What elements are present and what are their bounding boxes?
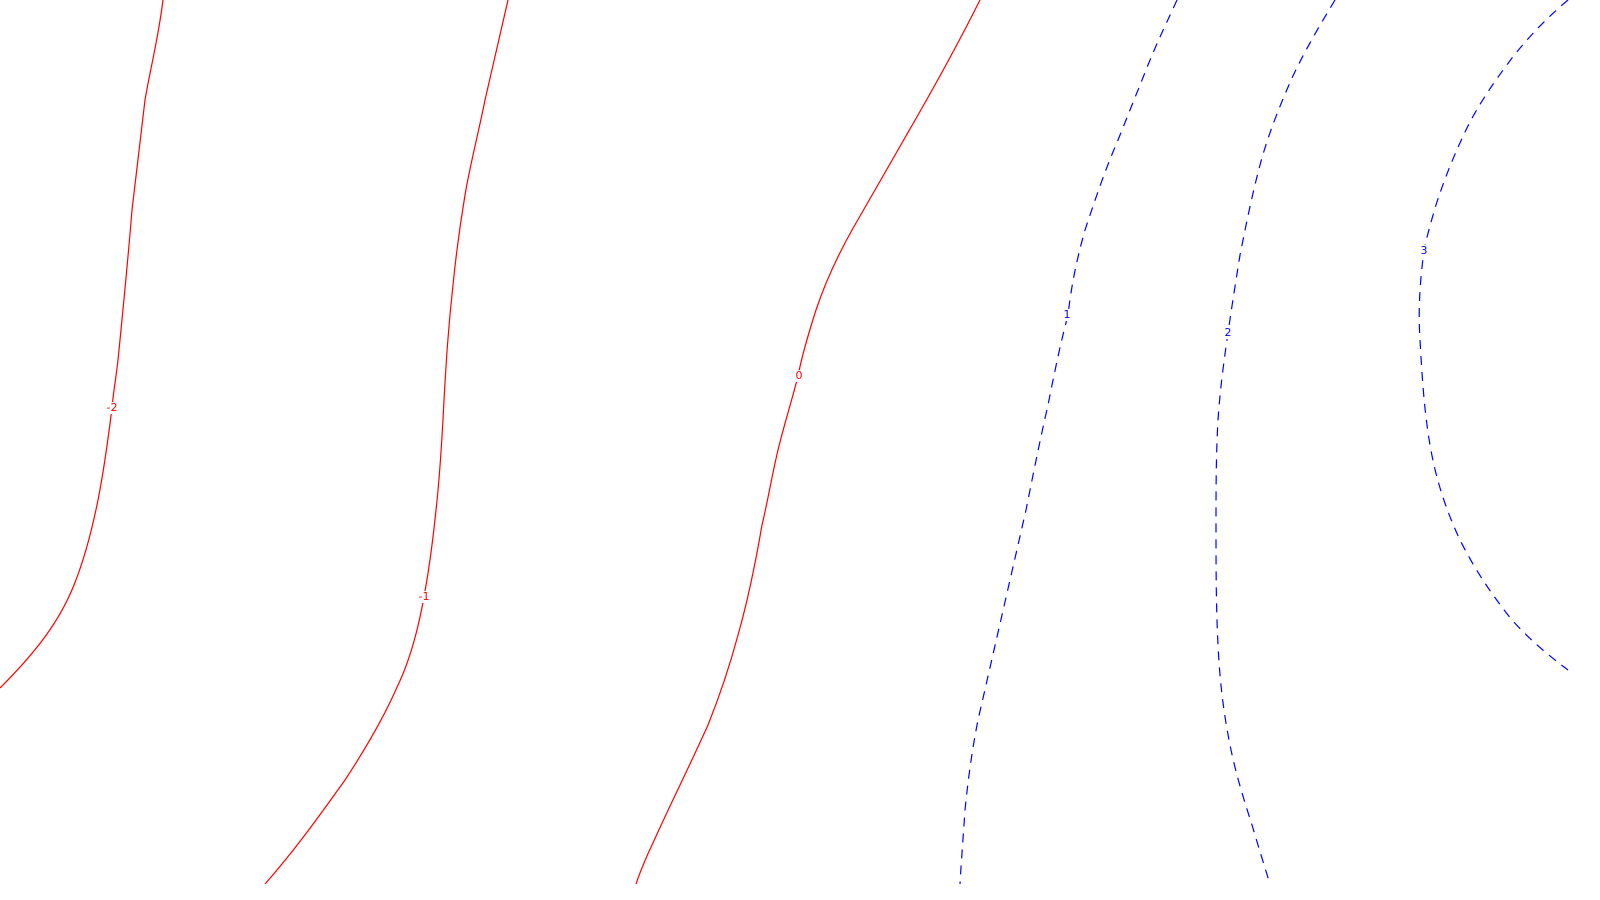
contour-line-level-neg2: [0, 0, 164, 689]
contour-label-bg-level-neg2: [104, 402, 120, 414]
contour-line-level-2: [1215, 0, 1336, 885]
contour-label-bg-level-1: [1062, 309, 1072, 321]
contour-label-level-0: 0: [796, 369, 803, 382]
contour-label-bg-level-3: [1419, 245, 1429, 257]
contour-label-level-1: 1: [1064, 308, 1071, 321]
contour-label-bg-level-2: [1223, 327, 1233, 339]
contour-lines: [0, 0, 1569, 885]
contour-label-level-2: 2: [1225, 326, 1232, 339]
contour-label-bg-level-0: [794, 370, 804, 382]
contour-line-level-neg1: [264, 0, 509, 885]
contour-line-level-0: [635, 0, 981, 885]
contour-line-level-1: [959, 0, 1178, 885]
contour-line-level-3: [1418, 0, 1569, 671]
contour-labels: -2 -1 0 1 2 3: [104, 244, 1429, 603]
contour-label-level-neg2: -2: [107, 401, 118, 414]
contour-label-bg-level-neg1: [416, 591, 432, 603]
contour-label-level-3: 3: [1421, 244, 1428, 257]
contour-label-level-neg1: -1: [419, 590, 430, 603]
